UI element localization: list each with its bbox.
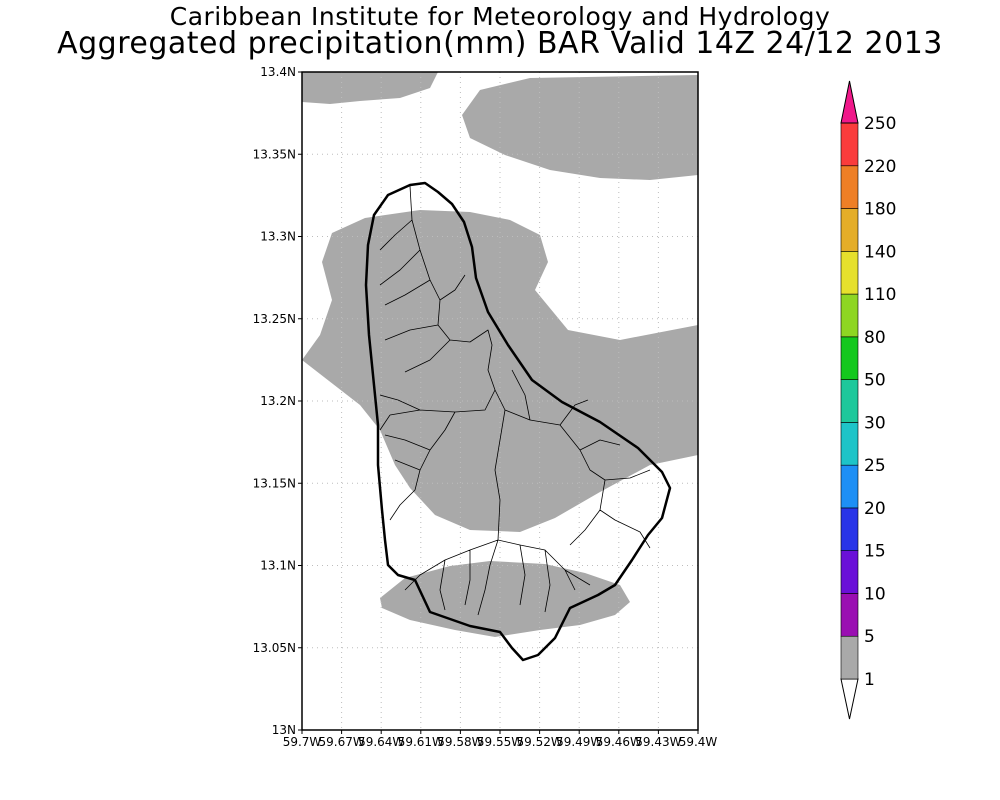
lat-tick-label: 13.15N [253,476,296,490]
precip-area-central [302,210,698,532]
colorbar-label: 50 [864,371,886,391]
colorbar-label: 20 [864,499,886,519]
lat-tick-label: 13.2N [260,394,296,408]
colorbar-segment [841,422,858,465]
colorbar-label: 180 [864,200,896,220]
colorbar-segment [841,294,858,337]
colorbar-segment [841,551,858,594]
lat-tick-label: 13.05N [253,641,296,655]
colorbar-label: 1 [864,670,875,690]
colorbar-segment [841,593,858,636]
colorbar-label: 250 [864,114,896,134]
colorbar-label: 15 [864,542,886,562]
latitude-axis: 13N13.05N13.1N13.15N13.2N13.25N13.3N13.3… [253,65,302,737]
colorbar-label: 30 [864,413,886,433]
colorbar-segment [841,337,858,380]
colorbar-lower-arrow [841,679,858,719]
colorbar-segment [841,209,858,252]
lat-tick-label: 13.1N [260,559,296,573]
colorbar-label: 10 [864,584,886,604]
colorbar-upper-arrow [841,81,858,123]
precip-area-south [380,561,630,637]
colorbar-segment [841,636,858,679]
precip-area-ne [462,75,698,180]
colorbar-segment [841,251,858,294]
colorbar-segment [841,508,858,551]
lat-tick-label: 13.4N [260,65,296,79]
lat-tick-label: 13.3N [260,230,296,244]
lat-tick-label: 13.25N [253,312,296,326]
lon-tick-label: 59.43W [635,735,681,749]
lat-tick-label: 13.35N [253,147,296,161]
colorbar-segment [841,380,858,423]
longitude-axis: 59.7W59.67W59.64W59.61W59.58W59.55W59.52… [283,730,718,749]
colorbar-label: 220 [864,157,896,177]
colorbar-label: 110 [864,285,896,305]
lon-tick-label: 59.7W [283,735,322,749]
colorbar-segment [841,123,858,166]
colorbar-label: 5 [864,627,875,647]
lon-tick-label: 59.4W [679,735,718,749]
colorbar-label: 25 [864,456,886,476]
precip-area-nw [302,72,438,104]
colorbar-segment [841,166,858,209]
colorbar-segment [841,465,858,508]
colorbar-label: 140 [864,242,896,262]
colorbar-label: 80 [864,328,886,348]
